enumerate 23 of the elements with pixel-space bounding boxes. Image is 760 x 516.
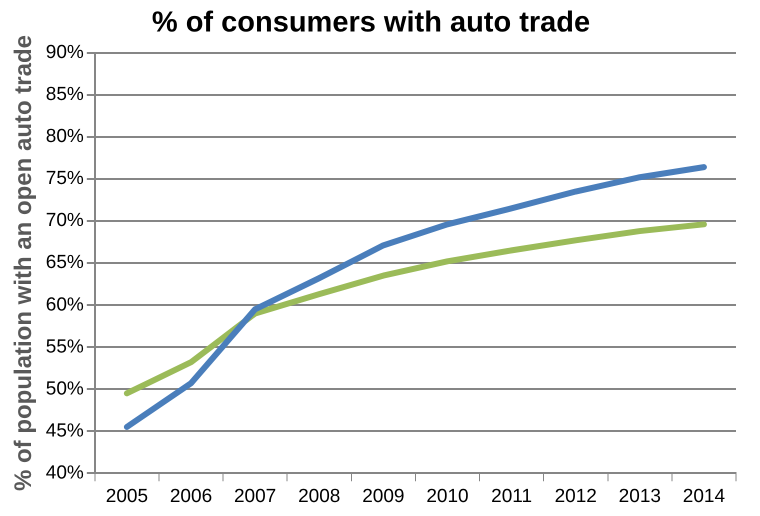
y-tick-label: 80%: [46, 126, 84, 148]
y-tick-label: 50%: [46, 378, 84, 400]
x-tick-label: 2009: [362, 486, 404, 507]
y-tick-label: 45%: [46, 420, 84, 442]
x-tick-label: 2011: [491, 486, 532, 507]
y-tick-label: 75%: [46, 168, 84, 190]
x-tick-label: 2006: [170, 486, 212, 507]
x-tick-label: 2010: [426, 486, 469, 507]
x-tick-label: 2008: [298, 486, 340, 507]
y-axis-title: % of population with an open auto trade: [10, 35, 38, 491]
x-tick-label: 2012: [554, 486, 597, 507]
x-tick-label: 2007: [234, 486, 276, 507]
y-tick-label: 90%: [46, 42, 84, 64]
y-tick-label: 40%: [46, 462, 84, 484]
x-tick-label: 2014: [682, 486, 726, 507]
y-tick-label: 65%: [46, 252, 84, 274]
y-tick-label: 60%: [46, 294, 84, 316]
y-tick-label: 70%: [46, 210, 84, 232]
chart-title: % of consumers with auto trade: [152, 6, 590, 38]
x-tick-label: 2005: [106, 486, 148, 507]
y-tick-label: 85%: [46, 84, 84, 106]
y-tick-label: 55%: [46, 336, 84, 358]
x-tick-label: 2013: [618, 486, 661, 507]
